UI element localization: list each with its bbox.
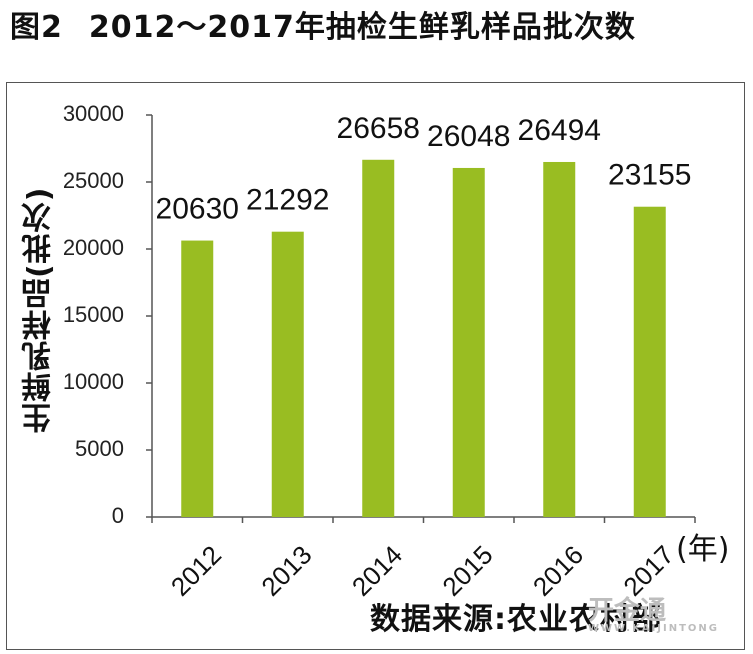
- data-label: 20630: [156, 193, 239, 226]
- x-tick-label: 2016: [527, 540, 589, 602]
- watermark-subtext: WWW.KAIJINTONG: [588, 623, 719, 634]
- bar: [362, 159, 395, 517]
- bar: [181, 240, 214, 518]
- y-tick-label: 25000: [63, 168, 124, 193]
- x-tick-label: 2014: [346, 540, 408, 602]
- x-tick-label: 2015: [436, 540, 498, 602]
- figure-title: 图2 2012～2017年抽检生鲜乳样品批次数: [10, 2, 636, 46]
- x-tick-label: 2012: [165, 540, 227, 602]
- y-tick-label: 20000: [63, 235, 124, 260]
- y-tick-label: 5000: [75, 436, 124, 461]
- y-axis-label: 生鲜乳样品(批次): [22, 186, 57, 434]
- watermark-logo: 开金通 WWW.KAIJINTONG: [588, 590, 719, 634]
- data-label: 26048: [427, 120, 510, 153]
- bar: [543, 161, 576, 517]
- data-label: 23155: [608, 159, 691, 192]
- y-tick-label: 30000: [63, 101, 124, 126]
- y-tick-label: 10000: [63, 369, 124, 394]
- data-label: 26658: [337, 112, 420, 145]
- bar: [452, 167, 485, 518]
- x-axis-unit-label: (年): [676, 532, 730, 567]
- data-label: 21292: [246, 184, 329, 217]
- x-tick-label: 2013: [255, 540, 317, 602]
- data-label: 26494: [518, 114, 601, 147]
- chart-frame: [6, 82, 745, 650]
- bar: [633, 206, 666, 517]
- figure-number: 图2: [10, 10, 63, 45]
- y-tick-label: 15000: [63, 302, 124, 327]
- y-tick-label: 0: [112, 503, 124, 528]
- bar: [271, 231, 304, 517]
- watermark-text: 开金通: [588, 596, 667, 626]
- source-note: 数据来源:农业农村部: [370, 602, 662, 637]
- figure-title-text: 2012～2017年抽检生鲜乳样品批次数: [88, 10, 636, 45]
